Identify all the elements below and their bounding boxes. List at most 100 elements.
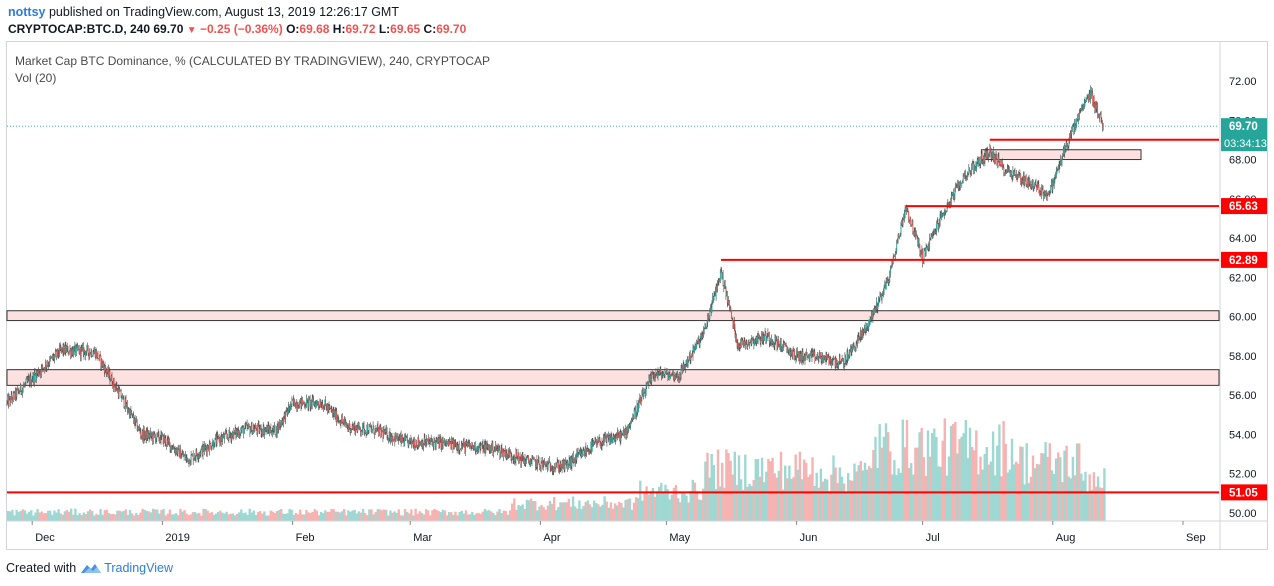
candle-body [739, 343, 741, 348]
candle-body [23, 385, 25, 388]
volume-bar [571, 496, 575, 521]
candle-body [577, 453, 579, 456]
volume-bar [233, 515, 237, 521]
candle-body [992, 151, 994, 161]
candle-body [180, 448, 182, 459]
candle-body [928, 244, 930, 248]
volume-bar [55, 512, 58, 521]
candle-body [813, 352, 814, 354]
volume-bar [30, 510, 33, 521]
candle-body [449, 440, 451, 443]
volume-bar [975, 430, 978, 521]
candle-body [206, 448, 207, 453]
candle-body [516, 452, 518, 458]
candle-body [642, 391, 644, 394]
volume-bar [538, 506, 541, 521]
support-zone-2[interactable] [980, 149, 1142, 161]
candle-body [222, 436, 224, 441]
candle-body [385, 429, 387, 433]
candle-body [574, 458, 576, 462]
volume-bar [592, 500, 596, 521]
candle-body [843, 360, 844, 365]
close-value: 69.70 [436, 22, 467, 36]
volume-bar [882, 436, 886, 521]
volume-bar [196, 513, 199, 521]
candle-body [1039, 192, 1040, 194]
candle-body [817, 357, 819, 360]
volume-bar [668, 499, 671, 521]
candle-body [282, 420, 284, 423]
candle-body [1020, 178, 1022, 183]
candle-body [522, 456, 524, 461]
candle-body [605, 435, 606, 437]
candle-body [712, 297, 714, 300]
candle-body [44, 367, 46, 370]
candle-body [726, 292, 728, 303]
candle-body [1023, 175, 1025, 185]
candle-body [96, 352, 98, 358]
candle-body [511, 456, 513, 459]
candle-body [239, 434, 241, 435]
candle-body [799, 353, 801, 361]
volume-bar [578, 500, 581, 521]
candle-body [132, 414, 134, 416]
volume-bar [973, 450, 976, 521]
support-zone-1[interactable] [6, 369, 1220, 386]
candle-body [932, 234, 933, 237]
candle-body [184, 455, 186, 457]
volume-bar [387, 515, 390, 521]
candle-body [684, 364, 686, 369]
volume-bar [998, 424, 1001, 521]
candle-body [275, 434, 277, 436]
candle-body [852, 346, 854, 349]
candle-body [26, 379, 28, 380]
candle-body [1066, 142, 1068, 147]
candle-body [222, 434, 224, 437]
candle-body [1050, 185, 1052, 192]
candle-body [1032, 180, 1034, 189]
candle-body [231, 435, 233, 440]
candle-body [794, 349, 795, 357]
support-zone-0[interactable] [6, 310, 1220, 322]
candle-body [155, 438, 157, 442]
volume-bar [508, 510, 512, 521]
candle-body [519, 456, 520, 460]
candle-body [802, 351, 804, 361]
candle-body [358, 423, 360, 427]
candle-body [412, 442, 414, 445]
symbol-info: CRYPTOCAP:BTC.D, 240 69.70 ▼ −0.25 (−0.3… [8, 22, 466, 36]
candle-body [783, 342, 785, 344]
candle-body [219, 438, 221, 442]
candle-body [1046, 195, 1048, 198]
candle-body [348, 427, 350, 429]
candle-body [997, 157, 999, 161]
candle-body [431, 440, 433, 443]
candle-body [934, 231, 936, 234]
volume-bar [475, 513, 478, 521]
candle-body [722, 273, 723, 280]
candle-body [849, 350, 851, 357]
candle-body [163, 436, 165, 444]
candle-body [619, 432, 621, 441]
candle-body [252, 430, 254, 435]
candle-body [771, 339, 772, 344]
candle-body [315, 403, 317, 408]
candle-body [747, 340, 749, 346]
created-with-text: Created with [6, 561, 77, 575]
volume-bar [546, 505, 550, 521]
candle-body [71, 350, 72, 356]
volume-bar [700, 500, 703, 521]
candle-body [864, 325, 866, 332]
candle-body [654, 376, 655, 378]
tradingview-logo[interactable]: TradingView [80, 561, 173, 575]
candle-body [293, 399, 295, 403]
candle-body [248, 424, 250, 427]
author-name[interactable]: nottsy [8, 5, 46, 19]
candle-body [695, 344, 697, 349]
volume-bar [964, 420, 967, 521]
candle-body [46, 365, 48, 368]
volume-bar [427, 510, 430, 521]
volume-bar [1019, 446, 1022, 521]
candle-body [101, 359, 102, 367]
